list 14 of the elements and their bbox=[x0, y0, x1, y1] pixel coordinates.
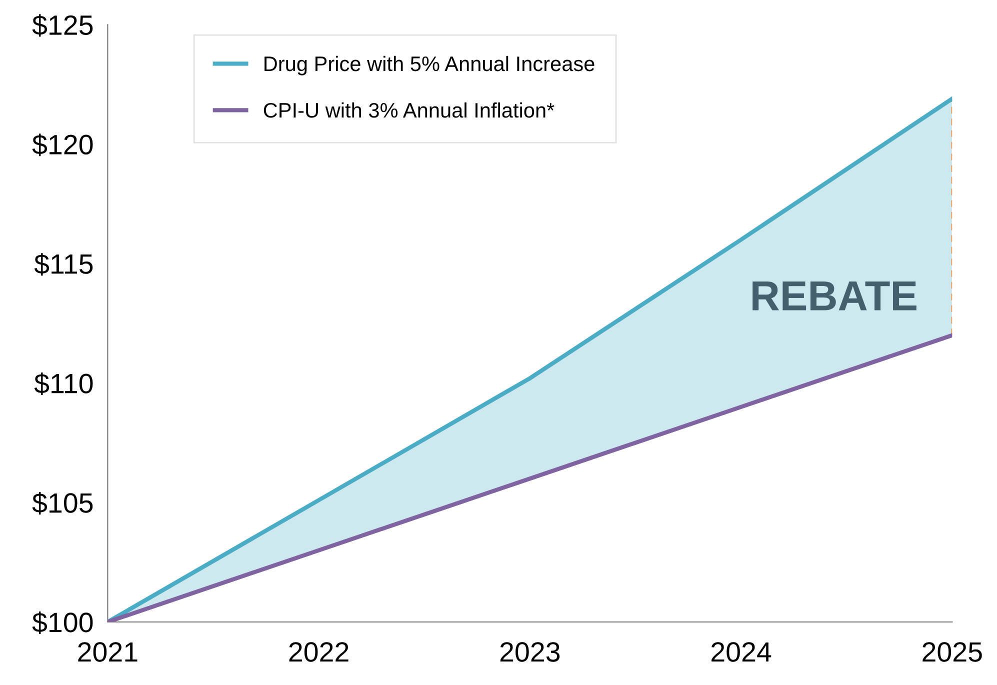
x-tick-label: 2022 bbox=[289, 642, 348, 662]
legend-label: Drug Price with 5% Annual Increase bbox=[264, 56, 594, 76]
y-tick-label: $100 bbox=[32, 611, 93, 634]
x-tick-label: 2024 bbox=[712, 642, 772, 662]
x-tick-label: 2025 bbox=[922, 642, 982, 662]
x-tick-label: 2023 bbox=[500, 642, 560, 662]
annotation: REBATE bbox=[752, 282, 916, 310]
x-tick-label: 2021 bbox=[78, 642, 138, 662]
legend-label: CPI-U with 3% Annual Inflation* bbox=[264, 102, 554, 118]
y-tick-label: $105 bbox=[32, 492, 93, 515]
y-tick-label: $120 bbox=[32, 134, 93, 156]
y-tick-label: $125 bbox=[32, 14, 93, 37]
y-tick-label: $110 bbox=[34, 372, 93, 396]
y-tick-label: $115 bbox=[34, 253, 93, 276]
